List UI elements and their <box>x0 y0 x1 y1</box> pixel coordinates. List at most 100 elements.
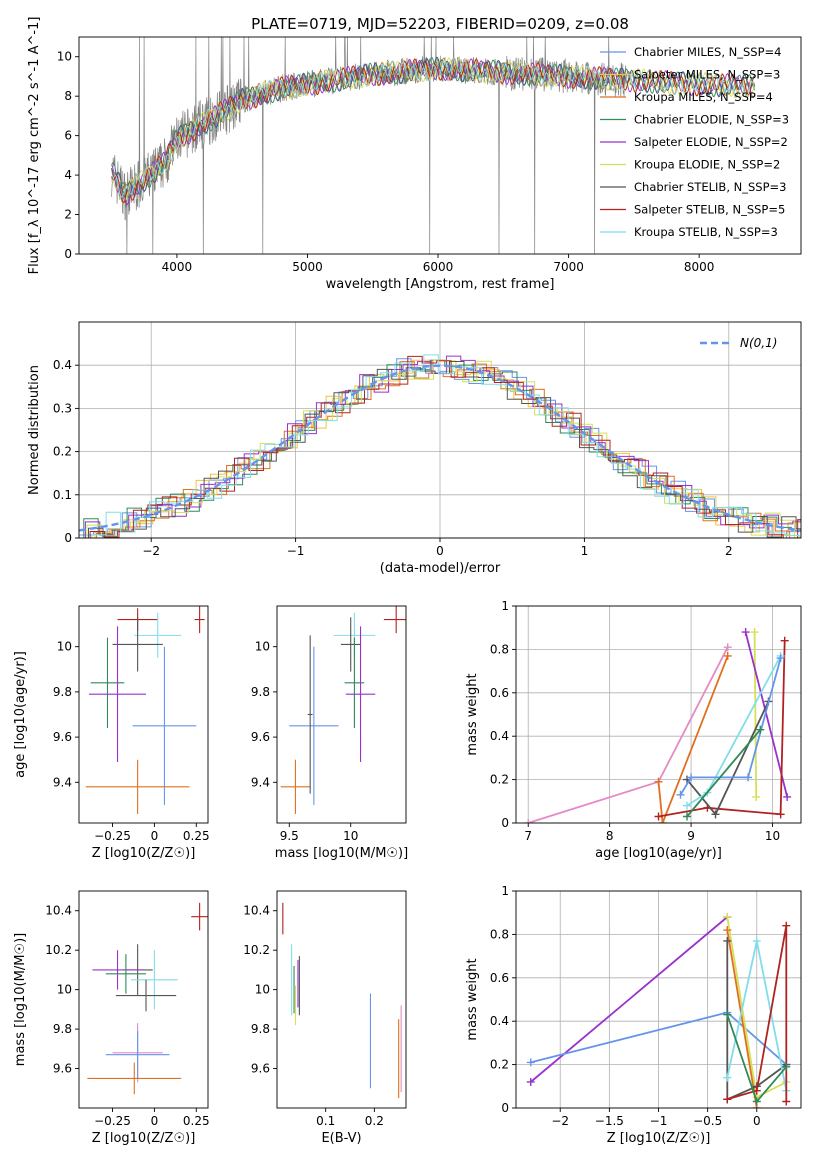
y-tick-label: 0.1 <box>53 488 72 502</box>
x-tick-label: −0.5 <box>693 1114 722 1128</box>
mass-weight-marker <box>711 810 720 819</box>
errorbar-point <box>280 759 311 814</box>
errorbar-point <box>344 637 365 729</box>
mass-weight-marker <box>782 1097 791 1106</box>
plot-area <box>79 354 801 538</box>
mass-weight-marker <box>723 936 732 945</box>
y-tick-label: 0.2 <box>490 1058 509 1072</box>
histogram-step <box>79 359 801 538</box>
y-tick-label: 6 <box>64 129 72 143</box>
mass-weight-line <box>658 640 786 818</box>
y-tick-label: 10.2 <box>45 943 72 957</box>
mass-weight-marker <box>676 790 685 799</box>
y-tick-label: 0 <box>501 1101 509 1115</box>
y-axis-label: mass weight <box>465 958 480 1040</box>
errorbar-point <box>105 954 147 994</box>
y-tick-label: 9.4 <box>251 775 270 789</box>
chart-massweight_vs_age: 7 8 9 10 0 0.2 0.4 0.6 0.8 1 age [log10(age/yr)] ma… <box>465 599 802 861</box>
mass-weight-marker <box>782 1062 791 1071</box>
y-tick-label: 9.8 <box>53 1022 72 1036</box>
x-axis-label: E(B-V) <box>321 1131 361 1146</box>
y-tick-label: 9.4 <box>53 775 72 789</box>
mass-weight-marker <box>783 792 792 801</box>
mass-weight-marker <box>654 812 663 821</box>
y-tick-label: 10.4 <box>243 904 270 918</box>
mass-weight-line <box>657 655 729 823</box>
y-tick-label: 0.3 <box>53 401 72 415</box>
histogram-step <box>79 358 801 538</box>
y-tick-label: 4 <box>64 168 72 182</box>
plot-area <box>526 913 791 1108</box>
x-tick-label: 7 <box>524 829 532 843</box>
mass-weight-marker <box>723 1095 732 1104</box>
mass-weight-marker <box>752 792 761 801</box>
errorbar-point <box>289 646 339 805</box>
axes-frame <box>515 605 802 824</box>
errorbar-point <box>383 606 406 634</box>
y-tick-label: 1 <box>501 599 509 613</box>
plot-area <box>85 606 205 814</box>
mass-weight-marker <box>723 913 732 922</box>
y-tick-label: 10 <box>57 640 72 654</box>
y-axis-label: mass weight <box>465 673 480 755</box>
mass-weight-marker <box>687 773 696 782</box>
y-tick-label: 1 <box>501 884 509 898</box>
mass-weight-marker <box>741 628 750 637</box>
y-tick-label: 0.8 <box>490 927 509 941</box>
legend-label: Salpeter STELIB, N_SSP=5 <box>634 203 785 217</box>
x-tick-label: 9 <box>687 829 695 843</box>
x-tick-label: 5000 <box>292 260 323 274</box>
x-axis-label: wavelength [Angstrom, rest frame] <box>326 277 555 292</box>
errorbar-point <box>307 635 313 794</box>
x-axis-label: Z [log10(Z/Z☉)] <box>92 846 196 861</box>
mass-weight-marker <box>744 773 753 782</box>
x-tick-label: 0 <box>151 1114 159 1128</box>
errorbar-point <box>132 646 197 805</box>
mass-weight-marker <box>526 1077 535 1086</box>
y-axis-label: Flux [f_λ 10^-17 erg cm^-2 s^-1 A^-1] <box>27 17 42 275</box>
y-tick-label: 0.6 <box>490 686 509 700</box>
mass-weight-line <box>686 729 761 818</box>
mass-weight-marker <box>752 1097 761 1106</box>
errorbar-point <box>345 626 376 762</box>
chart-age_vs_Z: −0.25 0 0.25 9.4 9.6 9.8 10 Z [log10(Z/Z☉)] age … <box>13 605 210 861</box>
errorbar-point <box>134 612 182 658</box>
mass-weight-line <box>727 925 788 1102</box>
errorbar-point <box>105 1031 170 1079</box>
x-tick-label: 0.25 <box>183 1114 210 1128</box>
mass-weight-marker <box>723 1010 732 1019</box>
legend-label: Chabrier MILES, N_SSP=4 <box>634 45 781 59</box>
axes-frame <box>276 890 407 1109</box>
plot-area <box>524 628 792 823</box>
x-tick-label: −1.5 <box>595 1114 624 1128</box>
plot-area <box>280 606 406 814</box>
mass-weight-marker <box>723 651 732 660</box>
normal-curve <box>79 364 801 532</box>
y-tick-label: 9.8 <box>53 685 72 699</box>
x-tick-label: 1 <box>581 544 589 558</box>
mass-weight-marker <box>780 636 789 645</box>
mass-weight-line <box>726 929 758 1108</box>
x-tick-label: 0.2 <box>365 1114 384 1128</box>
y-tick-label: 9.6 <box>251 730 270 744</box>
mass-weight-marker <box>524 819 533 823</box>
spectrum-model-line <box>111 57 756 198</box>
x-tick-label: 0 <box>151 829 159 843</box>
errorbar-point <box>85 759 190 814</box>
spectrum-model-line <box>111 58 756 206</box>
errorbar-point <box>130 950 178 1010</box>
x-tick-label: 0 <box>753 1114 761 1128</box>
axes-frame <box>78 605 209 824</box>
y-tick-label: 10.4 <box>45 904 72 918</box>
mass-weight-marker <box>683 801 691 810</box>
mass-weight-line <box>679 657 782 796</box>
y-tick-label: 0.4 <box>490 729 509 743</box>
plot-area <box>111 37 756 254</box>
errorbar-point <box>87 1062 182 1095</box>
y-tick-label: 10 <box>57 983 72 997</box>
legend-label: Chabrier ELODIE, N_SSP=3 <box>634 113 789 127</box>
errorbar-point <box>89 626 147 762</box>
axes-frame <box>78 890 209 1109</box>
legend-label: N(0,1) <box>740 336 777 350</box>
y-tick-label: 9.6 <box>53 1062 72 1076</box>
